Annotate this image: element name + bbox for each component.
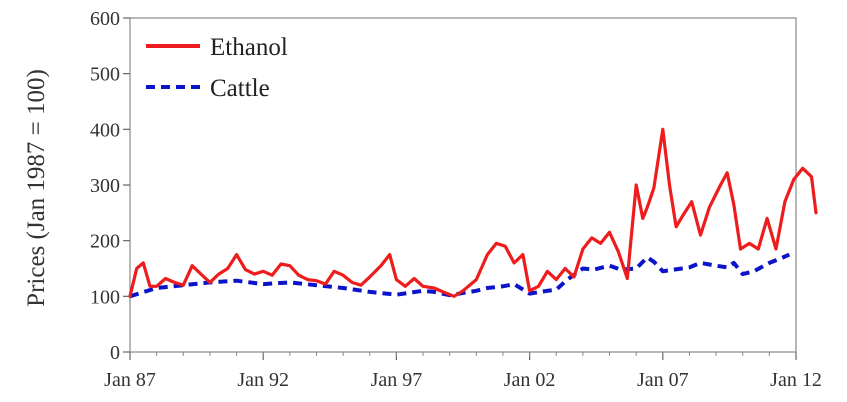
x-tick-label: Jan 07 bbox=[637, 369, 689, 391]
y-axis-label: Prices (Jan 1987 = 100) bbox=[23, 69, 50, 307]
y-tick-label: 300 bbox=[90, 175, 120, 197]
series-layer bbox=[128, 127, 818, 299]
legend-label-cattle: Cattle bbox=[210, 75, 270, 102]
legend-label-ethanol: Ethanol bbox=[210, 34, 288, 61]
y-tick-label: 200 bbox=[90, 231, 120, 253]
y-tick-label: 500 bbox=[90, 64, 120, 86]
y-tick-label: 0 bbox=[110, 342, 120, 364]
legend: Ethanol Cattle bbox=[146, 34, 288, 102]
y-tick-label: 400 bbox=[90, 119, 120, 141]
x-tick-label: Jan 12 bbox=[770, 369, 822, 391]
y-tick-label: 100 bbox=[90, 286, 120, 308]
x-tick-label: Jan 02 bbox=[504, 369, 556, 391]
plot-area bbox=[129, 17, 797, 353]
y-axis: 0 100 200 300 400 500 600 bbox=[90, 8, 130, 364]
series-line-ethanol bbox=[128, 127, 818, 298]
x-tick-label: Jan 87 bbox=[104, 369, 156, 391]
y-tick-label: 600 bbox=[90, 8, 120, 30]
x-tick-label: Jan 92 bbox=[237, 369, 289, 391]
x-axis: Jan 87 Jan 92 Jan 97 Jan 02 Jan 07 Jan 12 bbox=[104, 352, 822, 391]
series-line-cattle bbox=[129, 252, 791, 299]
x-tick-label: Jan 97 bbox=[371, 369, 423, 391]
